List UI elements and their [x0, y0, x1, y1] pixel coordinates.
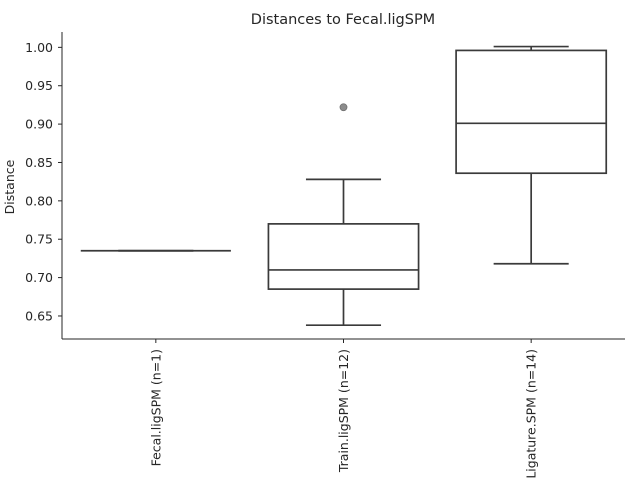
- y-tick-label: 0.95: [25, 78, 53, 93]
- y-tick-label: 0.90: [25, 117, 53, 132]
- boxes: [80, 45, 608, 327]
- x-tick-label: Train.ligSPM (n=12): [336, 349, 351, 473]
- outlier-point: [339, 103, 348, 112]
- y-tick-label: 0.65: [25, 308, 53, 323]
- y-axis-label: Distance: [2, 159, 17, 214]
- x-tick-label: Ligature.SPM (n=14): [524, 349, 539, 479]
- box-3: [455, 45, 608, 265]
- y-tick-label: 0.70: [25, 270, 53, 285]
- y-tick-label: 0.80: [25, 193, 53, 208]
- y-tick-label: 0.75: [25, 232, 53, 247]
- y-tick-label: 1.00: [25, 40, 53, 55]
- box-2: [267, 103, 420, 327]
- chart-title: Distances to Fecal.ligSPM: [251, 12, 435, 28]
- y-tick-label: 0.85: [25, 155, 53, 170]
- iqr-box: [455, 49, 608, 175]
- x-tick-label: Fecal.ligSPM (n=1): [148, 349, 163, 466]
- y-ticks: 0.65 0.70 0.75 0.80 0.85 0.90 0.95 1.00: [25, 40, 62, 323]
- iqr-box: [267, 223, 420, 290]
- x-ticks: Fecal.ligSPM (n=1) Train.ligSPM (n=12) Lig…: [148, 339, 539, 479]
